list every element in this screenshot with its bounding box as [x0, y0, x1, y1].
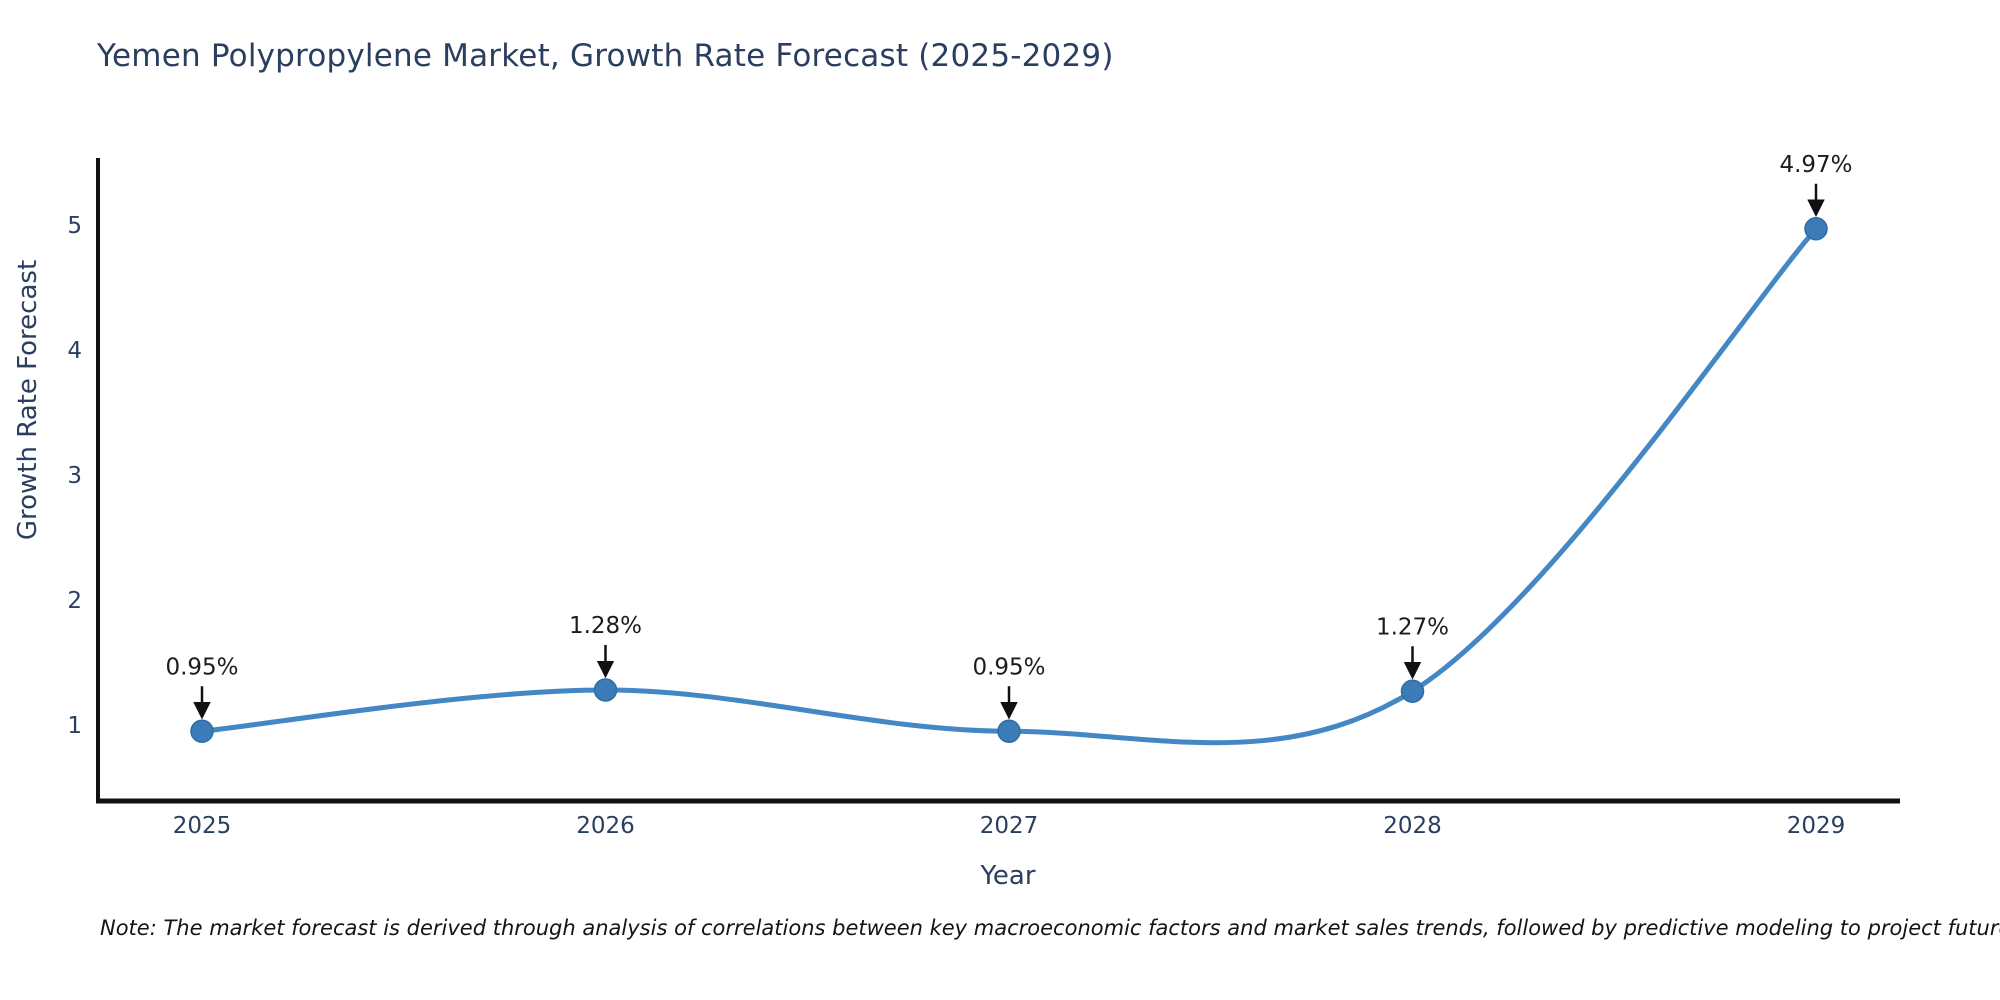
annotation-2029: 4.97%: [1779, 152, 1853, 217]
y-tick-label: 5: [67, 213, 82, 239]
x-tick-label: 2029: [1787, 813, 1846, 839]
annotation-2027: 0.95%: [972, 654, 1046, 720]
data-point-2025: [190, 719, 214, 743]
y-tick-label: 2: [67, 588, 82, 614]
page-title: Yemen Polypropylene Market, Growth Rate …: [97, 38, 1114, 74]
y-axis-title: Growth Rate Forecast: [13, 260, 43, 540]
annotation-2028: 1.27%: [1376, 614, 1449, 680]
x-tick-label: 2028: [1383, 813, 1442, 839]
data-point-2028: [1400, 679, 1425, 703]
data-point-2027: [997, 719, 1021, 743]
x-axis-title: Year: [979, 861, 1035, 891]
annotation-2026: 1.28%: [569, 613, 642, 679]
annotation-label: 1.28%: [569, 613, 642, 639]
data-point-2026: [593, 678, 618, 702]
x-tick-label: 2026: [576, 813, 635, 839]
y-tick-label: 1: [67, 713, 82, 739]
annotation-2025: 0.95%: [165, 654, 239, 720]
annotation-label: 4.97%: [1779, 152, 1852, 178]
y-tick-label: 4: [67, 338, 82, 364]
y-tick-label: 3: [67, 463, 82, 489]
footnote: Note: The market forecast is derived thr…: [100, 916, 2000, 940]
annotation-label: 0.95%: [972, 654, 1045, 680]
data-point-2029: [1804, 217, 1828, 241]
annotation-label: 1.27%: [1376, 614, 1449, 640]
trend-line: [199, 226, 1819, 746]
annotation-label: 0.95%: [165, 654, 238, 680]
x-tick-label: 2025: [173, 813, 232, 839]
x-tick-label: 2027: [980, 813, 1039, 839]
